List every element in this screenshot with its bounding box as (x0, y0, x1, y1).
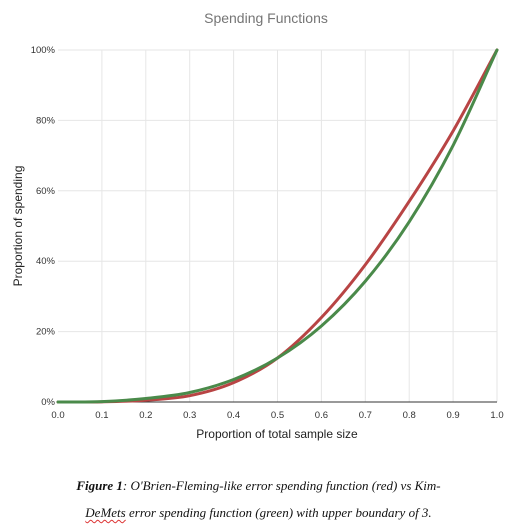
x-axis-label: Proportion of total sample size (196, 427, 358, 441)
y-tick-label: 20% (36, 327, 56, 338)
caption-text-1: : O'Brien-Fleming-like error spending fu… (122, 478, 441, 493)
caption-text-2: error spending function (green) with upp… (125, 505, 432, 520)
series-line-1 (56, 48, 499, 404)
x-tick-label: 0.1 (95, 410, 108, 421)
x-tick-label: 0.4 (227, 410, 240, 421)
figure-label: Figure 1 (76, 478, 123, 493)
x-tick-label: 0.0 (51, 410, 64, 421)
grid-lines (58, 49, 498, 402)
chart-title: Spending Functions (204, 10, 328, 26)
y-tick-label: 60% (36, 186, 56, 197)
x-tick-label: 0.9 (446, 410, 459, 421)
figure-caption: Figure 1: O'Brien-Fleming-like error spe… (0, 472, 517, 526)
spending-functions-chart: 0.0 0.1 0.2 0.3 0.4 0.5 0.6 0.7 0.8 0.9 1.0 0% 20% 40… (11, 10, 504, 441)
y-tick-label: 100% (31, 45, 56, 56)
x-tick-label: 0.8 (403, 410, 416, 421)
x-tick-label: 0.5 (271, 410, 284, 421)
y-tick-label: 80% (36, 115, 56, 126)
x-tick-label: 0.3 (183, 410, 196, 421)
x-tick-label: 0.6 (315, 410, 328, 421)
x-tick-label: 1.0 (490, 410, 503, 421)
y-tick-label: 0% (41, 397, 55, 408)
y-axis-label: Proportion of spending (11, 166, 25, 287)
y-tick-label: 40% (36, 256, 56, 267)
x-tick-label: 0.7 (359, 410, 372, 421)
x-tick-label: 0.2 (139, 410, 152, 421)
tick-labels: 0.0 0.1 0.2 0.3 0.4 0.5 0.6 0.7 0.8 0.9 1.0 0% 20% 40… (31, 45, 504, 421)
caption-misspelled-word: DeMets (85, 505, 126, 520)
series-lines (56, 48, 499, 404)
